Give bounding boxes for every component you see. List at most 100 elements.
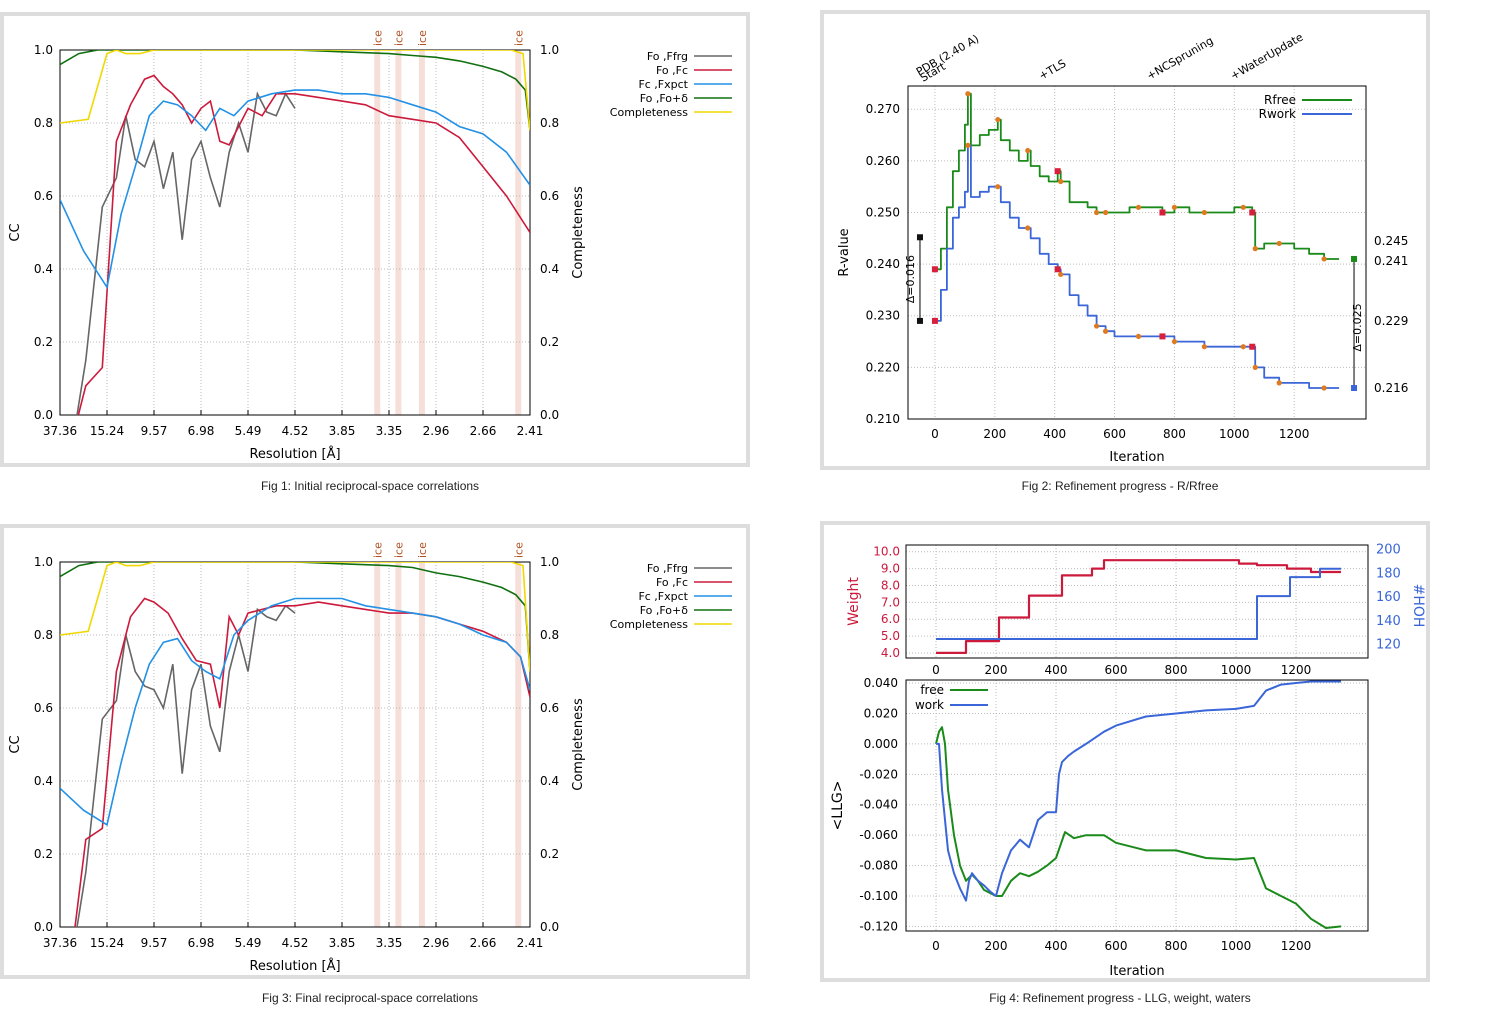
- fig4-bottom-legend-label-1: work: [915, 698, 944, 712]
- fig3-ice-label-3: ice: [512, 542, 525, 558]
- fig4-top-xtick-label-4: 800: [1165, 663, 1188, 677]
- fig3-legend-label-3: Fo ,Fo+δ: [640, 604, 689, 617]
- fig1-ice-label-0: ice: [371, 30, 384, 46]
- fig3-ice-band-0: [374, 562, 381, 927]
- fig3-ytick-label-0: 0.0: [34, 920, 53, 934]
- fig2-xlabel: Iteration: [1109, 450, 1164, 465]
- fig2-marker-0-8: [1171, 204, 1178, 210]
- fig3-xtick-label-1: 15.24: [90, 936, 124, 950]
- fig2-legend-label-1: Rwork: [1259, 107, 1296, 121]
- fig2-ylabel: R-value: [837, 228, 852, 276]
- fig2-xtick-label-1: 200: [983, 427, 1006, 441]
- fig4-top-xtick-label-6: 1200: [1281, 663, 1312, 677]
- fig1-xtick-label-6: 3.85: [329, 424, 356, 438]
- fig1-y2label: Completeness: [571, 186, 586, 279]
- fig1-xtick-label-8: 2.96: [423, 424, 450, 438]
- fig3-ylabel: CC: [8, 735, 23, 753]
- fig3-ice-band-2: [418, 562, 425, 927]
- fig3-panel: ice ice ice ice 37.36 15.24 9.57 6.98 5.49 4.52 3.…: [0, 524, 750, 979]
- fig4-bottom-xtick-label-1: 200: [985, 939, 1008, 953]
- fig3-series-1: [74, 597, 530, 927]
- fig4-top-y2tick-label-2: 160: [1376, 590, 1401, 605]
- fig3-ice-label-2: ice: [416, 542, 429, 558]
- fig2-delta-right-bottom: [1351, 385, 1358, 392]
- fig4-top-xtick-label-3: 600: [1105, 663, 1128, 677]
- fig1-ytick-label-4: 0.8: [34, 116, 53, 130]
- fig4-top-ytick-label-3: 7.0: [881, 595, 900, 609]
- fig4-top-ylabel: Weight: [846, 577, 862, 626]
- fig3-series-group: [60, 562, 530, 927]
- fig1-ytick-label-2: 0.4: [34, 262, 53, 276]
- fig2-marker-0-2: [995, 116, 1001, 123]
- fig1-ytick-label-3: 0.6: [34, 189, 53, 203]
- fig4-bottom-xtick-label-0: 0: [932, 939, 940, 953]
- fig2-ytick-label-4: 0.250: [866, 205, 900, 219]
- fig4-top-y2tick-label-4: 200: [1376, 543, 1401, 558]
- fig2-right-value-2: 0.229: [1374, 314, 1408, 328]
- fig4-bottom-ytick-label-7: 0.020: [864, 706, 898, 720]
- fig4-panel: 0 200 400 600 800 1000 1200 4.0 5.0 6.0 7.0 8.0 9.0 1…: [820, 521, 1430, 982]
- fig1-y2tick-label-4: 0.8: [540, 116, 559, 130]
- fig4-top-y2tick-label-1: 140: [1376, 614, 1401, 629]
- fig2-square-0-0: [931, 266, 938, 273]
- fig3-legend-label-0: Fo ,Ffrg: [647, 562, 688, 575]
- fig4-bottom-ytick-label-2: -0.080: [859, 859, 898, 873]
- fig4-top-frame: [905, 544, 1369, 659]
- fig3-ytick-label-2: 0.4: [34, 774, 53, 788]
- fig2-ytick-label-2: 0.230: [866, 309, 900, 323]
- fig4-bottom-xtick-label-3: 600: [1105, 939, 1128, 953]
- fig2-marker-0-10: [1240, 204, 1246, 210]
- fig1-xtick-label-3: 6.98: [188, 424, 215, 438]
- fig4-bottom-ytick-label-4: -0.040: [859, 798, 898, 812]
- fig4-top-xtick-label-1: 200: [985, 663, 1008, 677]
- fig2-xtick-label-5: 1000: [1219, 427, 1250, 441]
- fig3-xtick-label-0: 37.36: [43, 936, 77, 950]
- fig2-series-1: [934, 144, 1340, 389]
- fig3-ytick-label-4: 0.8: [34, 628, 53, 642]
- fig2-series-0: [934, 92, 1340, 271]
- fig3-ice-band-1: [395, 562, 402, 927]
- fig1-ice-band-0: [374, 50, 381, 415]
- fig1-ice-band-2: [418, 50, 425, 415]
- fig4-top-ytick-label-6: 10.0: [873, 545, 900, 559]
- fig2-marker-1-9: [1201, 344, 1207, 350]
- fig1-panel: ice ice ice ice 37.36 15.24 9.57 6.98 5.49 4.52 3.…: [0, 12, 750, 467]
- fig3-legend-label-4: Completeness: [610, 618, 688, 631]
- fig2-chart: 0 200 400 600 800 1000 1200 0.210 0.220 0.230 0.24…: [837, 30, 1408, 465]
- fig4-bottom-ytick-label-1: -0.100: [859, 889, 898, 903]
- fig3-y2label: Completeness: [571, 698, 586, 791]
- fig4-xlabel: Iteration: [1109, 964, 1164, 978]
- fig2-square-1-2: [1159, 333, 1166, 340]
- fig1-legend-label-4: Completeness: [610, 106, 688, 119]
- fig2-marker-0-9: [1201, 209, 1207, 216]
- fig2-panel: 0 200 400 600 800 1000 1200 0.210 0.220 0.230 0.24…: [820, 10, 1430, 470]
- fig1-ytick-label-1: 0.2: [34, 335, 53, 349]
- fig2-square-0-2: [1159, 209, 1166, 216]
- fig4-top-ytick-label-2: 6.0: [881, 612, 900, 626]
- fig1-series-3: [60, 50, 530, 131]
- fig2-marker-1-5: [1093, 323, 1100, 329]
- fig1-ice-band-1: [395, 50, 402, 415]
- fig3-xlabel: Resolution [Å]: [249, 958, 340, 974]
- fig4-chart: 0 200 400 600 800 1000 12004.05.06.07.08.09.01…: [830, 543, 1426, 979]
- fig2-marker-1-4: [1058, 271, 1064, 278]
- fig1-xtick-label-1: 15.24: [90, 424, 124, 438]
- fig4-top-xtick-label-0: 0: [932, 663, 940, 677]
- fig2-marker-1-13: [1321, 385, 1327, 391]
- fig2-legend-label-0: Rfree: [1264, 93, 1296, 107]
- fig2-top-label-3: +NCSpruning: [1144, 34, 1215, 83]
- fig1-ice-label-2: ice: [416, 30, 429, 46]
- fig3-xtick-label-7: 3.35: [376, 936, 403, 950]
- fig2-marker-0-11: [1252, 246, 1258, 252]
- fig4-top-y2tick-label-0: 120: [1376, 638, 1401, 653]
- fig1-legend-label-2: Fc ,Fxpct: [638, 78, 688, 91]
- fig4-bottom-ytick-label-3: -0.060: [859, 828, 898, 842]
- fig4-bottom-ytick-label-5: -0.020: [859, 767, 898, 781]
- fig4-bottom-series-1: [936, 680, 1341, 902]
- fig2-marker-1-3: [1025, 225, 1031, 231]
- fig1-y2tick-label-3: 0.6: [540, 189, 559, 203]
- fig2-xtick-label-3: 600: [1103, 427, 1126, 441]
- fig4-bottom-xtick-label-5: 1000: [1221, 939, 1252, 953]
- fig4-top-ytick-label-5: 9.0: [881, 562, 900, 576]
- fig1-xtick-label-2: 9.57: [141, 424, 168, 438]
